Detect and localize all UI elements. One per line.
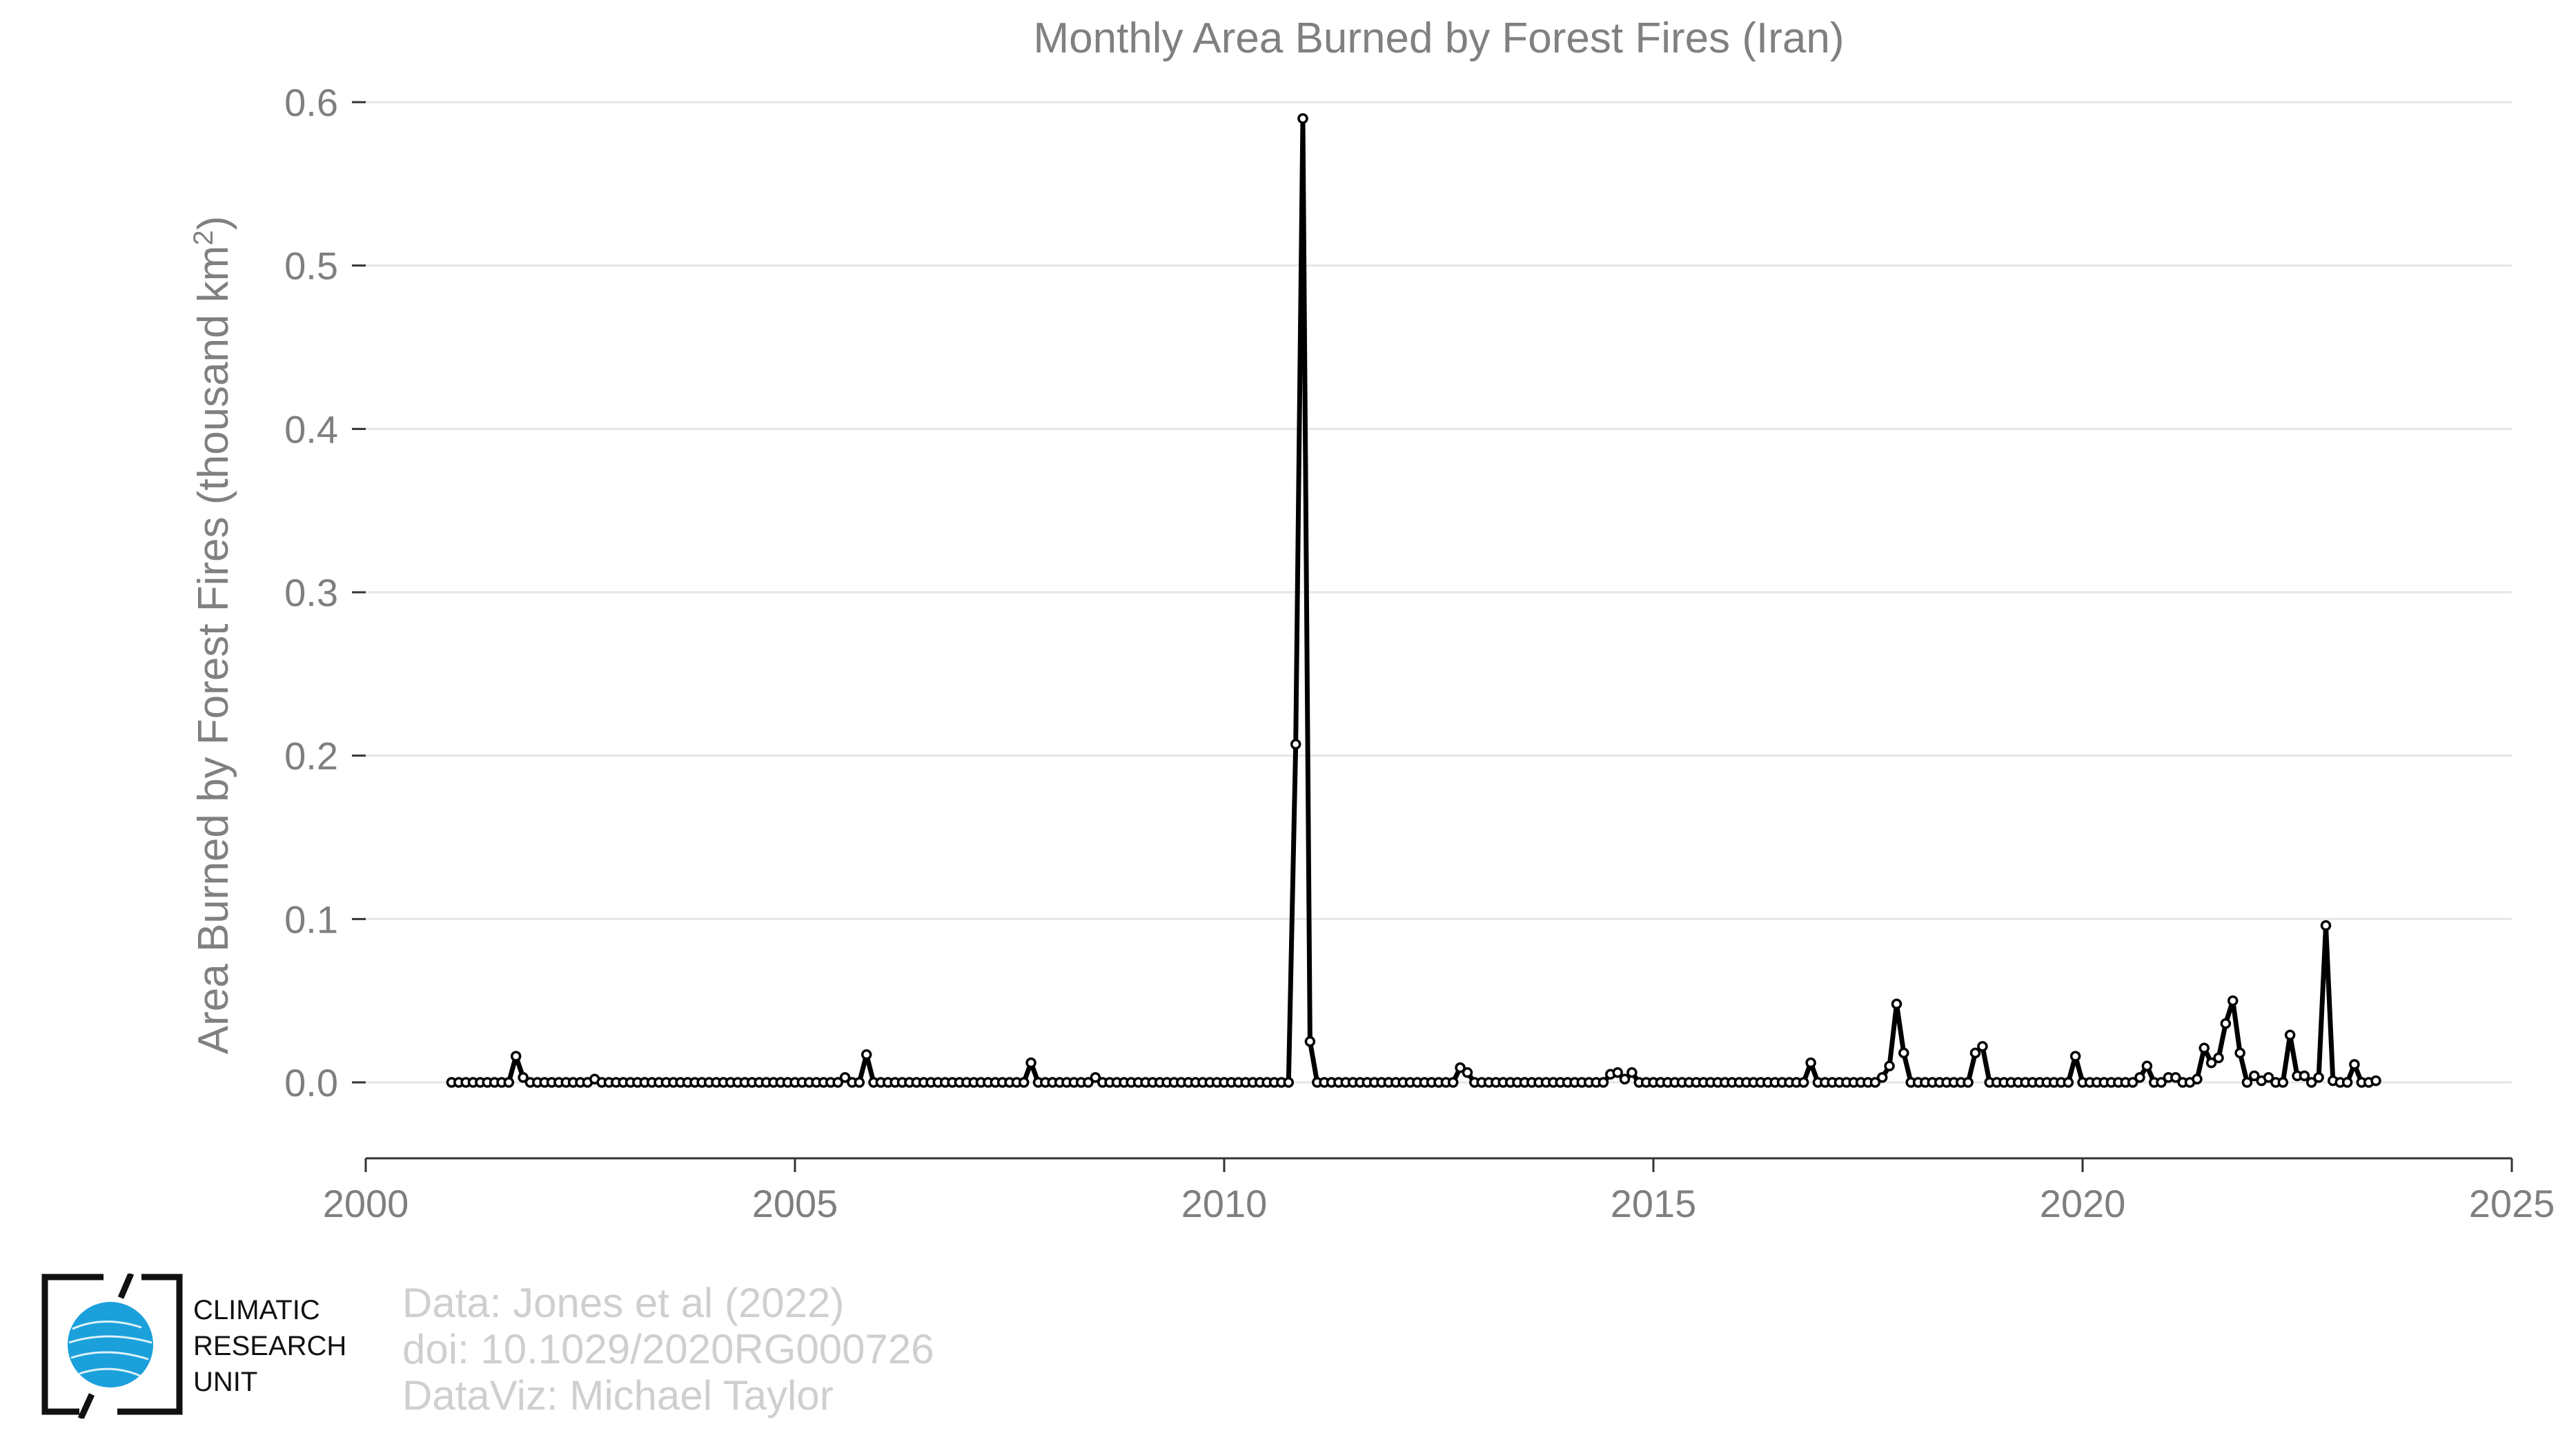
data-point: [1025, 1057, 1036, 1069]
data-point: [2199, 1042, 2210, 1054]
data-point: [2320, 920, 2332, 931]
y-tick-label: 0.0: [284, 1061, 338, 1104]
data-point: [832, 1077, 843, 1088]
data-point: [1963, 1077, 1974, 1088]
data-point: [2263, 1072, 2274, 1083]
logo-bracket-left: [41, 1274, 104, 1415]
x-tick-label: 2025: [2469, 1182, 2555, 1225]
data-point: [1283, 1077, 1295, 1088]
data-point: [518, 1072, 529, 1083]
data-point: [1876, 1072, 1888, 1083]
credit-doi: doi: 10.1029/2020RG000726: [402, 1326, 934, 1372]
y-tick-label: 0.6: [284, 81, 338, 124]
series-line: [451, 116, 2377, 1085]
data-point: [1869, 1077, 1881, 1088]
data-point: [510, 1051, 522, 1062]
data-point: [1969, 1047, 1981, 1059]
x-tick-label: 2010: [1181, 1182, 1268, 1225]
data-point: [2234, 1047, 2245, 1059]
data-point: [1612, 1067, 1623, 1078]
globe-lines: [68, 1320, 153, 1377]
data-point: [1619, 1073, 1631, 1085]
data-point: [1977, 1041, 1988, 1052]
credit-data-source: Data: Jones et al (2022): [402, 1280, 845, 1326]
data-point: [2069, 1051, 2081, 1062]
logo-slash-bottom: [77, 1393, 95, 1420]
y-tick-label: 0.4: [284, 407, 338, 451]
data-point: [2170, 1072, 2181, 1083]
data-point: [854, 1077, 865, 1088]
x-axis: 2000 2005 2010 2015 2020 2025: [323, 1157, 2555, 1225]
data-point: [2192, 1073, 2203, 1085]
series-area-burned: [446, 113, 2381, 1088]
data-point: [1297, 113, 1308, 124]
globe-icon: [68, 1302, 153, 1387]
logo-text-line2: RESEARCH: [193, 1331, 347, 1361]
y-tick-label: 0.1: [284, 897, 338, 941]
data-point: [1798, 1077, 1809, 1088]
y-tick-label: 0.2: [284, 734, 338, 778]
y-axis: 0.0 0.1 0.2 0.3 0.4 0.5 0.6: [284, 81, 366, 1104]
x-tick-label: 2015: [1611, 1182, 1697, 1225]
data-point: [2134, 1072, 2145, 1083]
data-point: [2277, 1077, 2289, 1088]
data-point: [2370, 1075, 2381, 1087]
logo-bracket-right: [117, 1274, 183, 1415]
logo-slash-top: [117, 1272, 135, 1299]
data-point: [2284, 1029, 2296, 1041]
data-point: [1626, 1067, 1638, 1078]
x-tick-label: 2020: [2040, 1182, 2126, 1225]
data-point: [2127, 1077, 2139, 1088]
logo-text-line1: CLIMATIC: [193, 1295, 320, 1325]
data-point: [839, 1072, 851, 1083]
data-point: [2227, 995, 2239, 1006]
data-point: [1018, 1077, 1030, 1088]
data-point: [2220, 1018, 2232, 1029]
data-point: [2156, 1077, 2167, 1088]
data-point: [2063, 1077, 2074, 1088]
data-point: [503, 1077, 515, 1088]
x-tick-label: 2000: [323, 1182, 409, 1225]
grid-lines: [366, 101, 2512, 1084]
data-point: [1597, 1077, 1609, 1088]
data-point: [861, 1049, 872, 1060]
x-tick-label: 2005: [752, 1182, 838, 1225]
data-point: [2205, 1057, 2217, 1069]
data-point: [2241, 1077, 2253, 1088]
data-point: [1083, 1077, 1094, 1088]
data-point: [1884, 1060, 1895, 1072]
data-point: [1891, 998, 1902, 1010]
data-point: [2313, 1072, 2324, 1083]
data-point: [1290, 739, 1301, 750]
data-point: [1462, 1067, 1473, 1078]
data-point: [1090, 1072, 1101, 1083]
logo-text-line3: UNIT: [193, 1367, 258, 1397]
data-point: [1805, 1057, 1816, 1069]
data-point: [2213, 1052, 2224, 1064]
y-axis-label: Area Burned by Forest Fires (thousand km…: [188, 216, 237, 1055]
data-point: [2249, 1070, 2260, 1082]
data-point: [2341, 1077, 2353, 1088]
data-point: [2349, 1059, 2360, 1070]
y-tick-label: 0.5: [284, 244, 338, 288]
data-point: [1898, 1047, 1909, 1059]
data-point: [1447, 1077, 1459, 1088]
data-point: [2299, 1070, 2310, 1082]
logo-graphic: [41, 1272, 183, 1420]
y-tick-label: 0.3: [284, 571, 338, 614]
credit-dataviz: DataViz: Michael Taylor: [402, 1372, 834, 1419]
chart-title: Monthly Area Burned by Forest Fires (Ira…: [1033, 14, 1844, 62]
data-point: [1455, 1062, 1466, 1073]
data-point: [1304, 1036, 1316, 1047]
cru-logo: CLIMATIC RESEARCH UNIT: [38, 1272, 362, 1420]
data-point: [2305, 1077, 2317, 1088]
data-point: [2141, 1060, 2153, 1072]
